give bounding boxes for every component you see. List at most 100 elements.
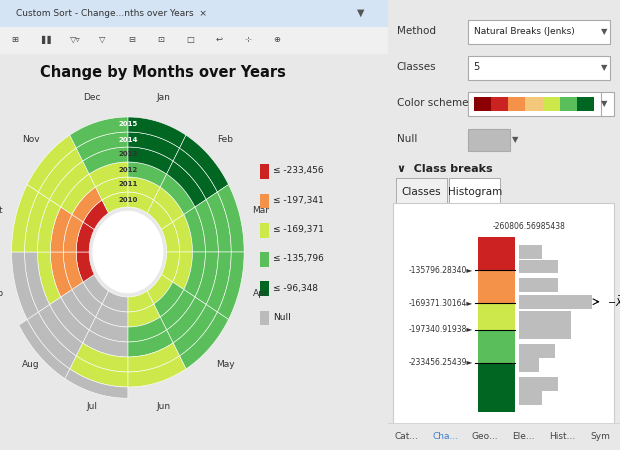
Polygon shape (70, 356, 128, 387)
Text: ↩: ↩ (215, 35, 222, 44)
Polygon shape (172, 252, 192, 289)
FancyBboxPatch shape (474, 97, 491, 111)
Text: Jul: Jul (87, 402, 98, 411)
Text: ⊹: ⊹ (244, 35, 251, 44)
Text: Change by Months over Years: Change by Months over Years (40, 64, 286, 80)
Polygon shape (173, 305, 218, 356)
Text: $-\bar{X}$: $-\bar{X}$ (607, 295, 620, 309)
FancyBboxPatch shape (467, 129, 510, 151)
FancyBboxPatch shape (477, 270, 515, 303)
Text: Jan: Jan (156, 93, 171, 102)
Text: ▼: ▼ (356, 8, 364, 18)
Polygon shape (72, 282, 102, 317)
Polygon shape (12, 252, 38, 320)
FancyBboxPatch shape (260, 164, 269, 179)
Polygon shape (37, 199, 61, 252)
Polygon shape (27, 135, 76, 192)
Polygon shape (160, 289, 195, 330)
Text: Nov: Nov (22, 135, 40, 144)
Text: 2015: 2015 (118, 122, 138, 127)
Polygon shape (50, 207, 72, 252)
Text: Aug: Aug (22, 360, 40, 369)
Polygon shape (180, 312, 229, 369)
Polygon shape (154, 282, 184, 317)
Polygon shape (82, 147, 128, 174)
Text: ≤ -169,371: ≤ -169,371 (273, 225, 324, 234)
FancyBboxPatch shape (260, 310, 269, 325)
Text: May: May (216, 360, 234, 369)
Polygon shape (83, 274, 108, 304)
Polygon shape (128, 343, 180, 372)
Text: Feb: Feb (217, 135, 233, 144)
Polygon shape (195, 252, 218, 305)
Polygon shape (167, 161, 206, 207)
FancyBboxPatch shape (467, 56, 609, 80)
Polygon shape (206, 252, 231, 312)
FancyBboxPatch shape (0, 0, 388, 27)
Text: Cha...: Cha... (433, 432, 459, 441)
Polygon shape (89, 317, 128, 342)
Polygon shape (167, 297, 206, 343)
Text: ▌▌: ▌▌ (41, 35, 54, 44)
FancyBboxPatch shape (477, 238, 515, 270)
Polygon shape (63, 215, 83, 252)
Polygon shape (95, 177, 128, 200)
FancyBboxPatch shape (260, 223, 269, 238)
FancyBboxPatch shape (542, 97, 560, 111)
Polygon shape (128, 304, 160, 327)
FancyBboxPatch shape (519, 279, 558, 292)
FancyBboxPatch shape (577, 97, 595, 111)
FancyBboxPatch shape (519, 245, 542, 259)
Text: □: □ (186, 35, 194, 44)
FancyBboxPatch shape (519, 392, 542, 405)
Text: Method: Method (397, 27, 436, 36)
Polygon shape (38, 148, 82, 199)
Text: Oct: Oct (0, 206, 3, 215)
Text: Hist...: Hist... (549, 432, 575, 441)
Polygon shape (128, 317, 167, 342)
Polygon shape (172, 215, 192, 252)
Polygon shape (173, 148, 218, 199)
Polygon shape (25, 192, 50, 252)
Polygon shape (50, 161, 89, 207)
FancyBboxPatch shape (519, 325, 571, 339)
Polygon shape (195, 199, 218, 252)
FancyBboxPatch shape (491, 97, 508, 111)
Polygon shape (12, 184, 38, 252)
FancyBboxPatch shape (519, 260, 558, 274)
Polygon shape (128, 147, 173, 174)
Text: -197340.91938►: -197340.91938► (409, 325, 473, 334)
Text: -169371.30164►: -169371.30164► (409, 299, 473, 308)
FancyBboxPatch shape (477, 363, 515, 412)
Polygon shape (218, 252, 244, 320)
Polygon shape (161, 222, 180, 252)
FancyBboxPatch shape (508, 97, 525, 111)
FancyBboxPatch shape (477, 303, 515, 330)
Polygon shape (128, 192, 154, 213)
FancyBboxPatch shape (449, 178, 500, 207)
Polygon shape (65, 369, 128, 398)
Text: Custom Sort - Change...nths over Years  ×: Custom Sort - Change...nths over Years × (16, 9, 206, 18)
Text: ⊟: ⊟ (128, 35, 135, 44)
FancyBboxPatch shape (467, 20, 609, 44)
Text: Sep: Sep (0, 289, 4, 298)
FancyBboxPatch shape (519, 344, 556, 358)
Text: ▽: ▽ (99, 35, 105, 44)
Text: 2012: 2012 (118, 166, 138, 172)
Polygon shape (61, 289, 95, 330)
Text: ▽▿: ▽▿ (69, 35, 81, 44)
Text: ∨  Class breaks: ∨ Class breaks (397, 164, 492, 174)
Text: ▼: ▼ (601, 63, 608, 72)
Text: Sym: Sym (591, 432, 611, 441)
Text: Cat...: Cat... (395, 432, 419, 441)
Text: -260806.56985438: -260806.56985438 (492, 222, 565, 231)
Text: Null: Null (273, 313, 291, 322)
FancyBboxPatch shape (519, 311, 571, 325)
FancyBboxPatch shape (519, 358, 539, 372)
Polygon shape (184, 207, 205, 252)
Circle shape (93, 212, 162, 292)
Polygon shape (148, 274, 172, 304)
FancyBboxPatch shape (519, 377, 558, 391)
Text: 2013: 2013 (118, 152, 138, 158)
FancyBboxPatch shape (388, 423, 620, 450)
